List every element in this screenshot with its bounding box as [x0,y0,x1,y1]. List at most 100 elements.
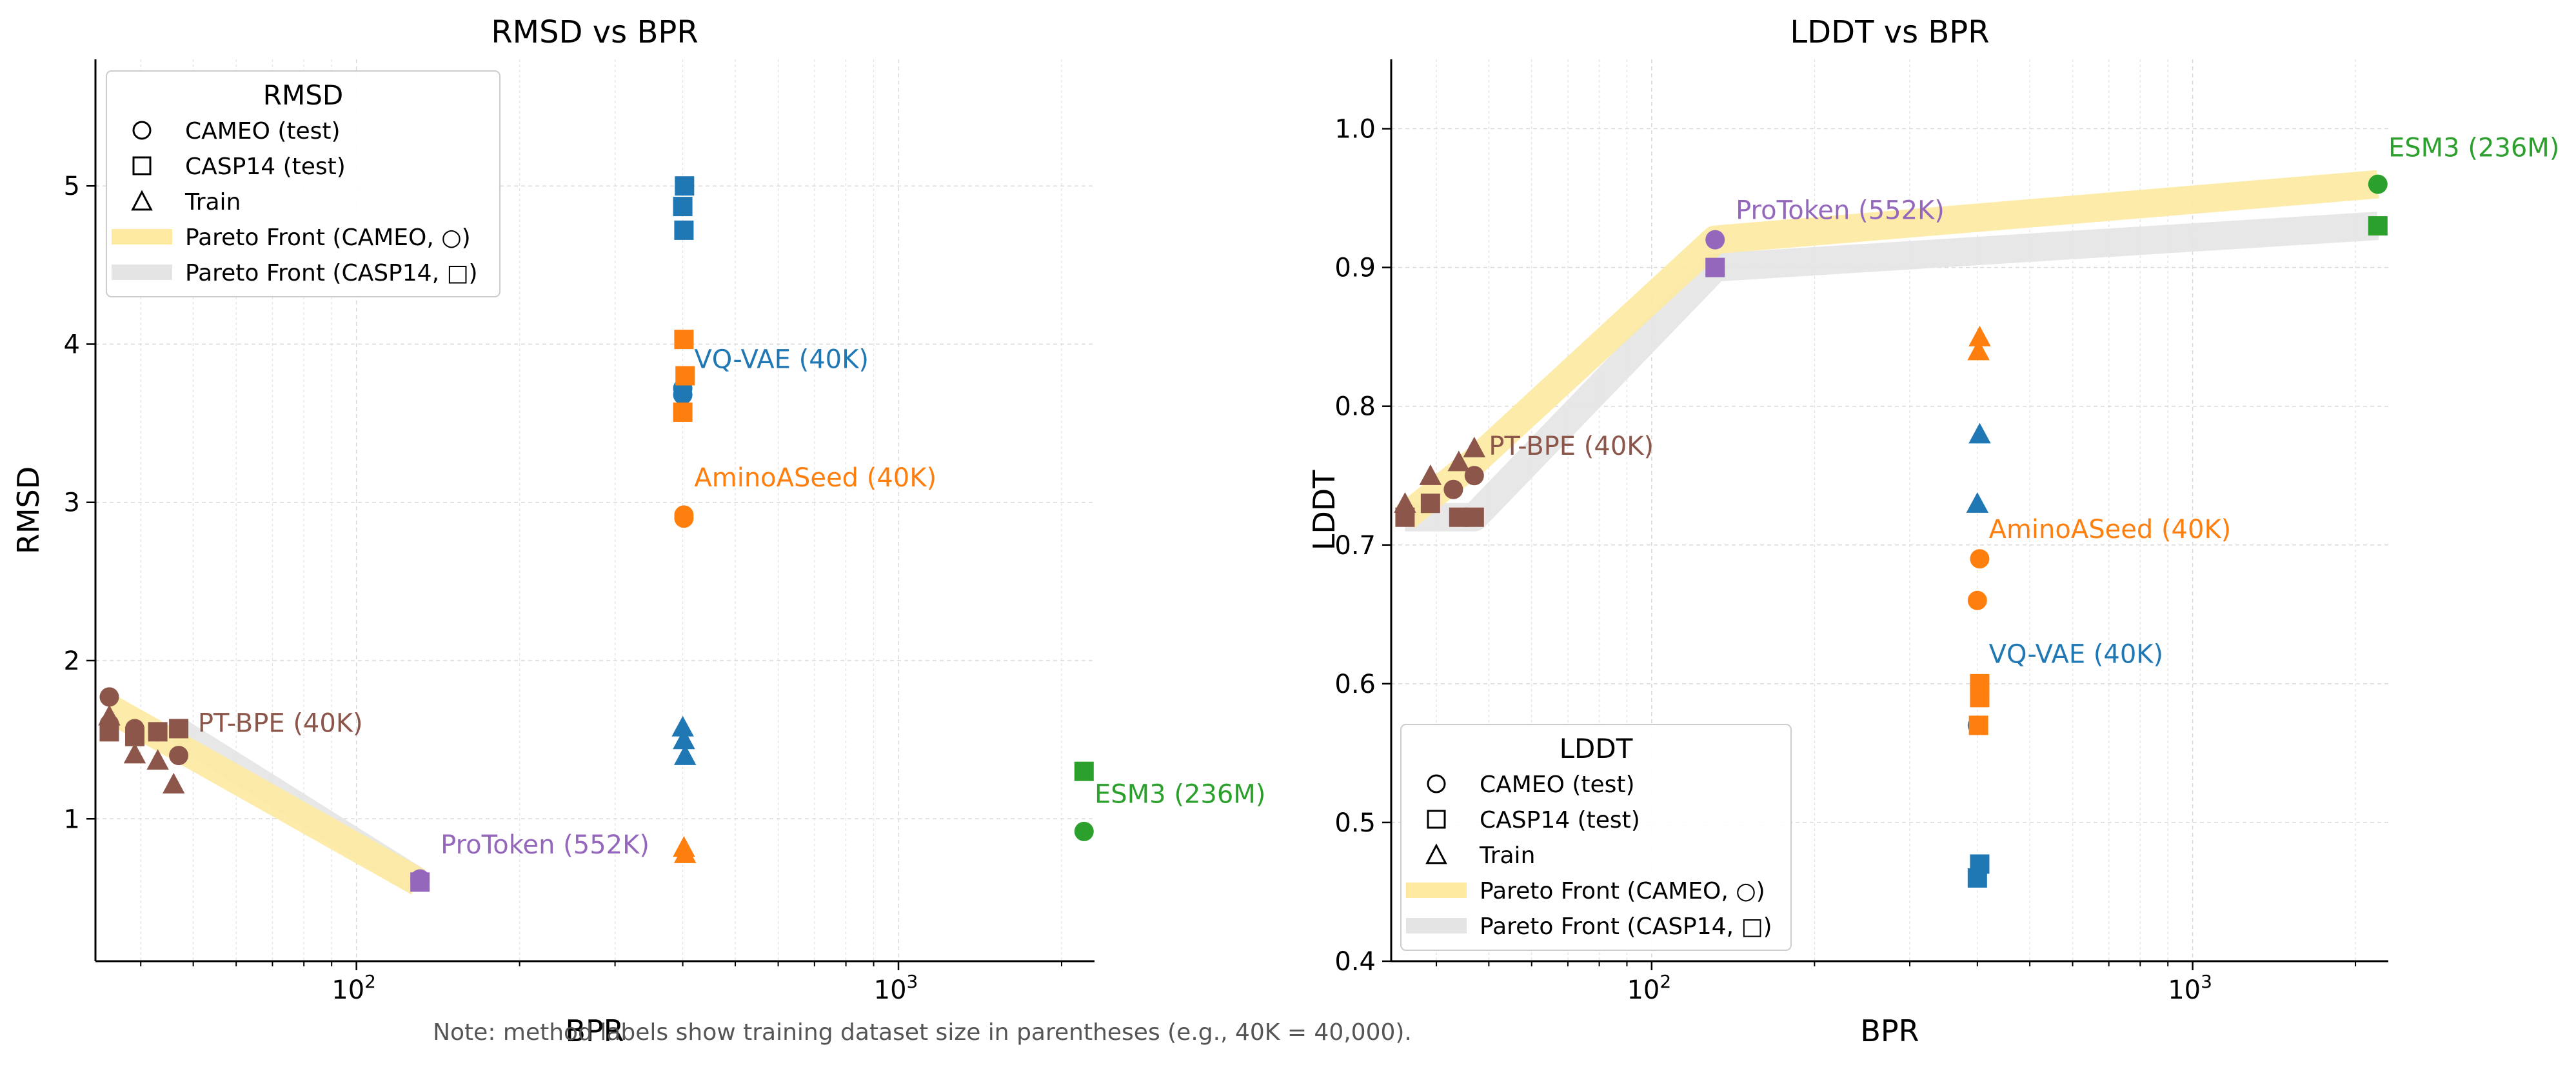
x-tick-label: 103 [874,971,918,1005]
method-label: VQ-VAE (40K) [694,344,869,374]
legend-marker-square [132,156,152,175]
legend-entry-label: CASP14 (test) [1480,807,1640,833]
method-label: ProToken (552K) [1736,195,1945,225]
data-point-pt-bpe-triangle [162,773,185,793]
data-point-vq-vae-triangle [1968,423,1991,444]
data-point-aminoaseed-circle [1970,549,1990,569]
legend-entry-label: Train [184,189,241,215]
data-point-vq-vae-square [675,176,695,196]
legend: RMSD CAMEO (test) CASP14 (test) Train Pareto… [106,70,500,297]
chart-title: LDDT vs BPR [1790,14,1989,50]
data-point-aminoaseed-square [674,330,694,350]
data-point-pt-bpe-circle [169,746,189,766]
data-point-pt-bpe-triangle [146,749,169,770]
data-point-aminoaseed-triangle [1967,339,1990,361]
data-point-aminoaseed-square [1970,688,1990,708]
x-tick-exponent: 2 [1660,971,1671,992]
legend-entry-label: Train [1479,843,1535,869]
x-axis-label: BPR [565,1013,624,1048]
chart-title: RMSD vs BPR [491,14,698,50]
data-point-pt-bpe-square [148,722,168,742]
legend-title: LDDT [1560,733,1633,764]
data-point-pt-bpe-triangle [123,743,146,764]
data-point-aminoaseed-circle [674,508,694,528]
y-axis-label: LDDT [1307,470,1342,550]
legend-entry-label: Pareto Front (CASP14, □) [185,260,478,286]
legend-marker-triangle [1425,843,1447,864]
data-point-aminoaseed-triangle [673,842,697,863]
y-tick-label: 0.9 [1334,254,1376,283]
legend-marker-circle [1427,774,1446,793]
legend-box [1400,724,1792,951]
data-point-esm3-circle [1074,821,1094,841]
data-point-vq-vae-triangle [673,744,697,765]
data-point-esm3-square [2368,216,2388,236]
method-label: PT-BPE (40K) [198,708,363,738]
legend-marker-circle [132,121,152,140]
data-point-aminoaseed-square [673,402,693,422]
method-label: ESM3 (236M) [2388,134,2559,163]
data-point-vq-vae-square [674,220,694,240]
y-tick-label: 5 [64,172,80,201]
data-point-protoken-circle [1705,230,1725,250]
method-label: VQ-VAE (40K) [1989,640,2164,670]
y-tick-label: 1.0 [1334,115,1376,145]
data-point-aminoaseed-triangle [1968,325,1991,346]
data-point-vq-vae-triangle [1966,492,1989,513]
data-point-pt-bpe-circle [1443,479,1463,499]
y-tick-label: 0.6 [1334,670,1376,699]
legend-entry-label: CAMEO (test) [185,118,341,145]
data-point-pt-bpe-triangle [1419,464,1442,485]
data-point-aminoaseed-square [1968,715,1988,735]
legend-title: RMSD [263,79,343,111]
legend-box [106,70,500,297]
data-point-pt-bpe-triangle [1394,492,1416,513]
y-tick-label: 1 [64,804,80,834]
data-point-pt-bpe-square [1464,507,1484,527]
data-point-pt-bpe-triangle [1463,436,1486,457]
footnote: Note: method labels show training datase… [433,1019,1412,1046]
data-point-esm3-circle [2368,174,2388,194]
x-axis-label: BPR [1860,1013,1919,1048]
y-tick-label: 4 [64,330,80,359]
data-point-aminoaseed-square [675,366,695,386]
data-point-esm3-square [1074,761,1094,781]
data-point-aminoaseed-circle [1967,590,1987,610]
y-tick-label: 3 [64,488,80,518]
rmsd-panel: VQ-VAE (40K) AminoASeed (40K) ESM3 (236M) P… [11,14,1265,1048]
y-tick-label: 0.8 [1334,392,1376,422]
y-tick-label: 0.7 [1334,531,1376,561]
legend: LDDT CAMEO (test) CASP14 (test) Train Pareto… [1400,724,1792,951]
method-label: ProToken (552K) [441,830,649,860]
x-tick-label: 102 [332,971,376,1005]
legend-entry-label: Pareto Front (CASP14, □) [1480,913,1772,940]
method-label: ESM3 (236M) [1095,780,1265,810]
x-tick-exponent: 2 [364,971,376,992]
data-point-protoken-square [1705,257,1725,277]
legend-entry-label: Pareto Front (CAMEO, ○) [1480,878,1765,904]
data-point-pt-bpe-square [169,719,189,739]
x-tick-label: 103 [2168,971,2212,1005]
lddt-panel: VQ-VAE (40K) AminoASeed (40K) ESM3 (236M) P… [1307,14,2559,1048]
data-point-pt-bpe-triangle [1447,450,1471,472]
legend-marker-square [1427,810,1446,829]
pareto-front-cameo [1396,170,2379,528]
y-tick-label: 2 [64,646,80,676]
data-point-vq-vae-square [1967,868,1987,888]
legend-entry-label: Pareto Front (CAMEO, ○) [185,224,471,251]
method-label: AminoASeed (40K) [1989,515,2232,544]
x-tick-label: 102 [1627,971,1671,1005]
data-point-vq-vae-triangle [671,715,694,737]
x-tick-exponent: 3 [2201,971,2212,992]
y-tick-label: 0.5 [1334,808,1376,838]
legend-marker-triangle [131,190,153,211]
y-axis-label: RMSD [11,466,46,554]
x-tick-exponent: 3 [907,971,918,992]
data-point-vq-vae-square [673,197,693,217]
data-point-pt-bpe-circle [99,687,119,707]
data-point-protoken-square [410,872,430,892]
method-label: PT-BPE (40K) [1489,432,1654,461]
data-point-pt-bpe-square [1420,494,1440,514]
method-label: AminoASeed (40K) [694,463,936,493]
